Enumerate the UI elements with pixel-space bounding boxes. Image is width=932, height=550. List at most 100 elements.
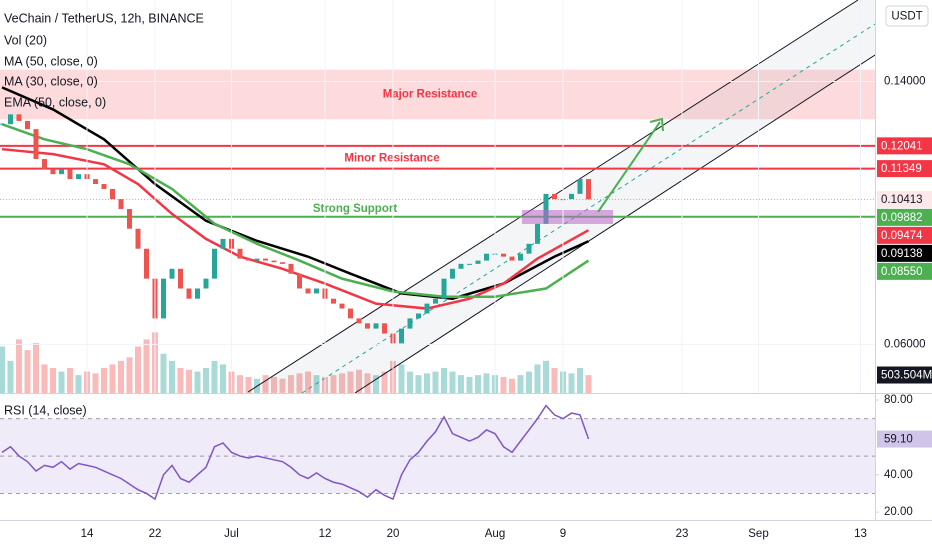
candle [348,308,353,319]
volume-bar [475,375,481,393]
candle [288,263,294,274]
volume-bar [432,371,439,393]
candle [212,248,217,279]
volume-bar [449,371,456,393]
channel-mid [301,23,875,393]
candle [8,114,13,125]
volume-bar [279,378,286,393]
candle [195,288,200,299]
candle [237,248,243,259]
volume-bar [75,375,82,393]
candle [339,303,345,309]
arrow [597,121,661,213]
level-price-label-box [877,160,932,178]
legend: VeChain / TetherUS, 12h, BINANCE Vol (20… [4,11,204,417]
candle [50,169,56,175]
volume-bar [398,364,405,393]
candle [33,129,39,160]
y-tick-label: 0.14000 [884,76,926,88]
indicator-price-label-box [877,244,932,262]
candle [169,268,175,279]
volume-bar [415,375,422,393]
candle [0,123,5,125]
rsi-label-box [877,430,932,448]
legend-ma50: MA (50, close, 0) [4,54,98,68]
volume-bar [50,367,56,393]
volume-bar [458,375,464,393]
candle [543,193,549,224]
candle [16,114,22,121]
volume-bar [245,376,252,393]
volume-bar [203,367,209,393]
volume-bar [58,371,65,393]
last-price-label-box [877,190,932,208]
volume-bar [7,360,14,393]
rsi-last-label: 59.10 [884,434,913,446]
candle [280,262,285,264]
volume-bar [24,350,31,393]
level-label: Strong Support [313,203,397,215]
candle [314,288,319,294]
legend-rsi: RSI (14, close) [4,403,87,417]
x-tick-label: 20 [387,528,400,540]
candle [59,169,64,175]
candle [246,258,251,261]
indicator-line [1,123,590,298]
zone-label: Major Resistance [383,89,478,101]
volume-bar [0,346,5,393]
volume-bar [483,373,490,393]
volume-bar [288,375,294,393]
volume-bar [577,367,583,393]
volume-bar [211,360,218,393]
volume-bar [143,339,150,393]
volume-bar [118,360,124,393]
volume-bar [551,367,558,393]
level-price-label: 0.12041 [881,140,923,152]
level-price-label: 0.11349 [881,163,922,175]
candle [297,273,302,289]
volume-bar [466,376,473,393]
x-tick-label: 12 [319,528,332,540]
x-tick-label: 23 [676,528,689,540]
candle [535,223,540,244]
candle [144,248,149,279]
volume-bar [500,376,507,393]
volume-bar [330,375,337,393]
candle [569,193,574,200]
legend-ema50: EMA (50, close, 0) [4,95,106,109]
legend-title: VeChain / TetherUS, 12h, BINANCE [4,11,204,25]
arrow-head [649,117,664,132]
volume-bar [41,364,48,393]
indicator-price-label: 0.09138 [881,248,923,260]
candle [25,120,30,130]
candle [450,268,455,279]
candle [76,174,81,180]
legend-ma30: MA (30, close, 0) [4,74,98,88]
volume-bar [160,353,167,393]
volume-bar [305,371,311,393]
resistance-zone [0,69,875,120]
volume-bar [33,342,39,393]
level-price-label: 0.09882 [881,212,923,224]
candle [518,253,523,261]
volume-bar [177,367,184,393]
volume-bar [16,339,22,393]
rsi-tick-label: 80.00 [884,394,913,406]
volume-ma-label: 503.504M [881,370,932,382]
volume-bar [101,367,107,393]
candle [382,323,387,334]
volume-bar [92,373,99,393]
candle [178,268,183,289]
candle [424,303,430,314]
volume-bar [135,346,141,393]
candle [552,193,557,200]
x-tick-label: 9 [560,528,566,540]
level-price-label-box [877,137,932,155]
candle [586,179,591,200]
volume-bar [424,373,430,393]
candle [509,256,515,261]
candle [373,323,379,329]
volume-bar [568,373,575,393]
rsi-line [1,404,590,501]
currency-badge[interactable] [885,5,929,27]
